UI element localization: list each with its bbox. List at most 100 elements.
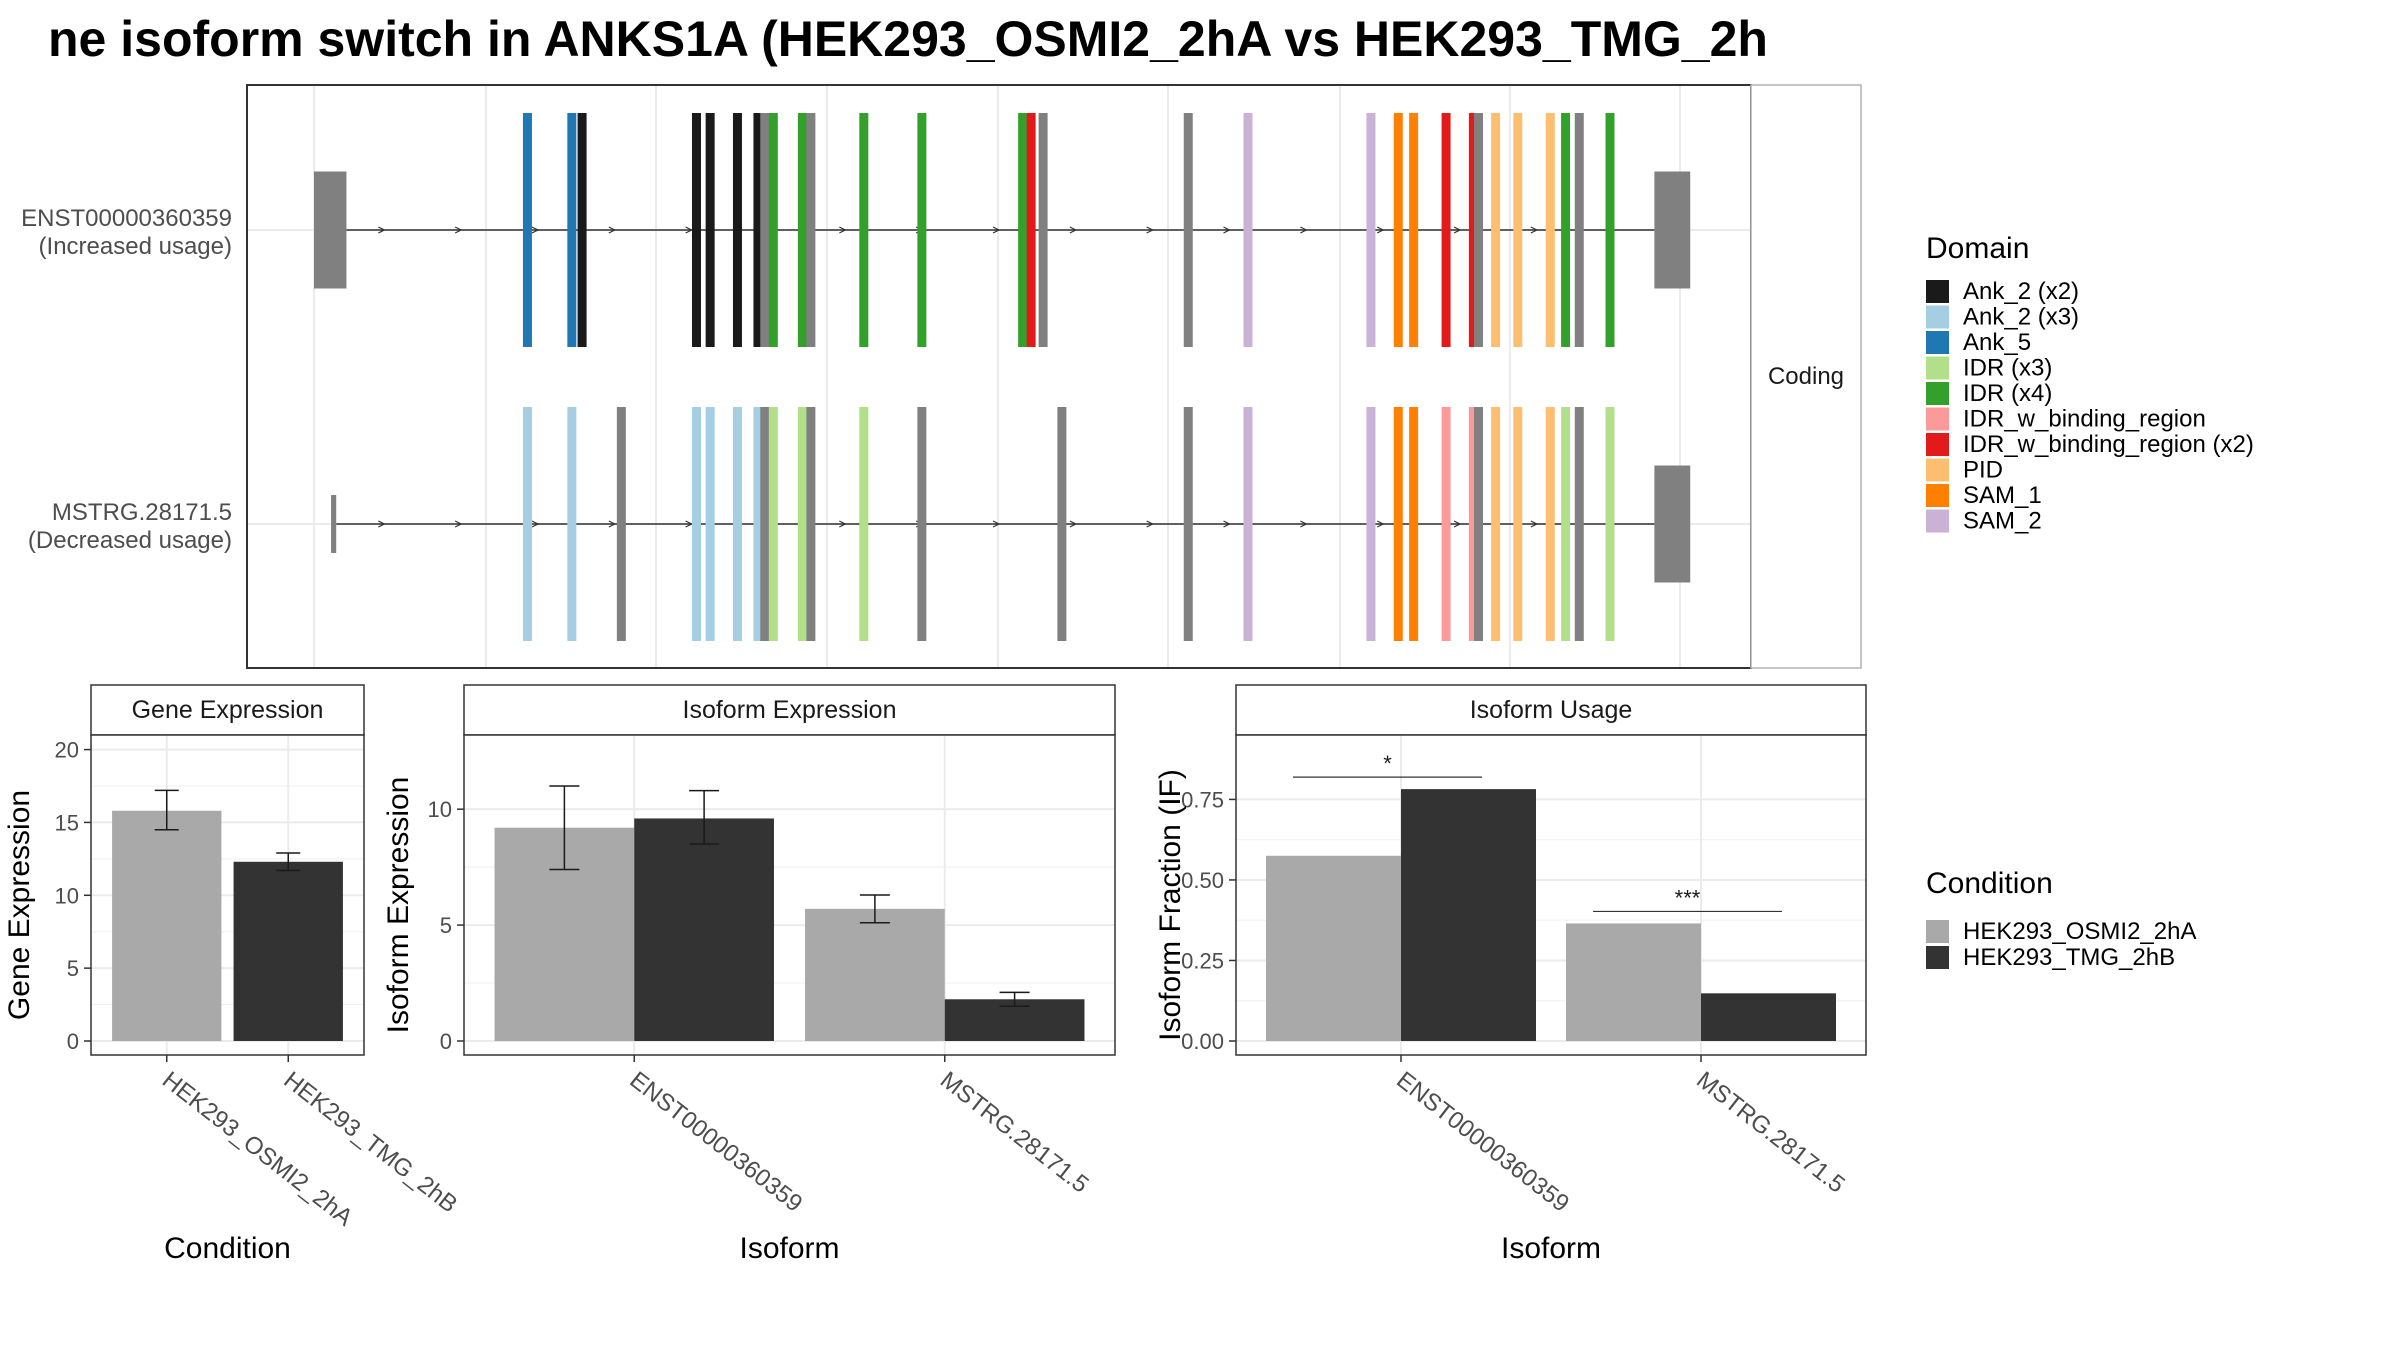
chart-title: Isoform Usage	[1470, 696, 1633, 724]
exon-block	[1243, 113, 1253, 347]
direction-arrow	[1453, 520, 1462, 528]
exon-block	[1183, 113, 1193, 347]
chart-strip	[463, 684, 1116, 736]
x-tick-label: ENST00000360359	[1391, 1066, 1574, 1217]
bar-chart: Gene Expression05101520HEK293_OSMI2_2hAH…	[3, 684, 462, 1265]
direction-arrow	[1453, 226, 1462, 234]
direction-arrow	[992, 520, 1001, 528]
track-label-usage: (Decreased usage)	[28, 527, 232, 554]
domain-legend-label: Ank_5	[1963, 329, 2031, 356]
exon-block	[1654, 465, 1691, 583]
exon-block	[1393, 113, 1403, 347]
legend-key	[1926, 382, 1949, 405]
y-tick-label: 0.50	[1181, 868, 1224, 893]
exon-block	[705, 113, 715, 347]
exon-block	[1409, 113, 1419, 347]
exon-block	[1545, 407, 1555, 641]
track-label-name: MSTRG.28171.5	[52, 499, 232, 526]
exon-block	[616, 407, 626, 641]
legend-key	[1926, 458, 1949, 482]
exon-block	[1605, 407, 1615, 641]
direction-arrow	[608, 226, 617, 234]
exon-block	[1605, 113, 1615, 347]
direction-arrow	[1223, 226, 1231, 234]
y-tick-label: 15	[55, 810, 79, 835]
y-tick-label: 0.75	[1181, 787, 1224, 812]
direction-arrow	[454, 520, 463, 528]
exon-block	[1545, 113, 1555, 347]
bar	[1701, 993, 1836, 1041]
exon-block	[705, 407, 715, 641]
exon-block	[753, 113, 763, 347]
exon-block	[1513, 113, 1523, 347]
chart-title: Isoform Expression	[683, 696, 897, 724]
exon-block	[1561, 407, 1571, 641]
y-tick-label: 10	[55, 883, 79, 908]
legend-key	[1926, 433, 1949, 456]
exon-block	[797, 113, 807, 347]
domain-legend-label: IDR_w_binding_region (x2)	[1963, 431, 2254, 458]
exon-block	[1409, 407, 1419, 641]
exon-block	[691, 113, 701, 347]
bar-chart: Isoform Usage****0.000.250.500.75ENST000…	[1154, 684, 1867, 1265]
condition-legend-label: HEK293_TMG_2hB	[1963, 944, 2175, 971]
direction-arrow	[1146, 226, 1155, 234]
exon-block	[1366, 113, 1376, 347]
exon-block	[1441, 407, 1451, 641]
direction-arrow	[1223, 520, 1231, 528]
exon-block	[1468, 407, 1478, 641]
legend-key	[1926, 356, 1949, 380]
y-tick-label: 10	[428, 797, 452, 822]
domain-legend-title: Domain	[1926, 232, 2029, 265]
direction-arrow	[378, 520, 386, 528]
bar	[233, 861, 343, 1041]
y-tick-label: 5	[67, 956, 79, 981]
condition-legend-title: Condition	[1926, 867, 2053, 900]
chart-strip	[1235, 684, 1867, 736]
direction-arrow	[1069, 520, 1078, 528]
exon-block	[917, 407, 927, 641]
facet-strip-label: Coding	[1768, 363, 1844, 390]
direction-arrow	[1069, 226, 1078, 234]
transcript-track: ENST00000360359(Increased usage)	[21, 113, 1751, 347]
direction-arrow	[839, 520, 847, 528]
exon-block	[577, 113, 587, 347]
legend-key	[1926, 484, 1949, 507]
domain-legend-label: IDR (x4)	[1963, 380, 2052, 407]
bar	[112, 810, 222, 1041]
exon-block	[1654, 171, 1691, 289]
legend-key	[1926, 946, 1949, 969]
y-axis-title: Isoform Fraction (IF)	[1154, 769, 1187, 1041]
exon-block	[1574, 407, 1584, 641]
bar	[1566, 923, 1701, 1041]
direction-arrow	[1530, 226, 1539, 234]
direction-arrow	[531, 226, 540, 234]
direction-arrow	[992, 226, 1001, 234]
exon-block	[797, 407, 807, 641]
y-tick-label: 0	[67, 1029, 79, 1054]
direction-arrow	[685, 520, 693, 528]
exon-block	[522, 407, 532, 641]
x-axis-title: Isoform	[739, 1232, 839, 1265]
legend-key	[1926, 407, 1949, 431]
exon-block	[1491, 407, 1501, 641]
significance-label: ***	[1675, 885, 1701, 910]
exon-block	[732, 407, 742, 641]
exon-block	[732, 113, 742, 347]
exon-block	[768, 407, 778, 641]
expression-charts: Gene Expression05101520HEK293_OSMI2_2hAH…	[3, 684, 1867, 1265]
legend-key	[1926, 509, 1949, 533]
exon-block	[1513, 407, 1523, 641]
exon-block	[1026, 113, 1036, 347]
direction-arrow	[378, 226, 386, 234]
track-label-usage: (Increased usage)	[39, 233, 232, 260]
exon-block	[314, 171, 326, 289]
track-label-name: ENST00000360359	[21, 205, 232, 232]
transcript-track: MSTRG.28171.5(Decreased usage)	[28, 407, 1751, 641]
domain-legend-label: IDR (x3)	[1963, 355, 2052, 382]
y-axis-title: Isoform Expression	[382, 777, 415, 1034]
bar	[1401, 789, 1536, 1041]
direction-arrow	[1146, 520, 1155, 528]
